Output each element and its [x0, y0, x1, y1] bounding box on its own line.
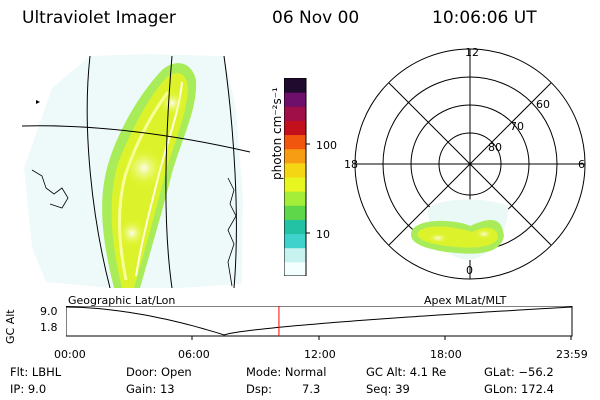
colorbar-band [284, 148, 306, 164]
lat-label-70: 70 [510, 120, 524, 133]
colorbar-unit-label: photon cm⁻²s⁻¹ [270, 87, 284, 180]
status-glon: GLon: 172.4 [484, 382, 554, 396]
colorbar-band [284, 219, 306, 235]
status-dsp-label: Dsp: [246, 382, 273, 396]
status-mode: Mode: Normal [246, 365, 327, 379]
colorbar-band [284, 205, 306, 220]
date-label: 06 Nov 00 [272, 8, 360, 28]
mlt-label-6: 6 [578, 158, 585, 171]
mlt-label-12: 12 [465, 46, 479, 59]
alt-plot-ylabel: GC Alt [4, 309, 17, 344]
alt-xtick-2359: 23:59 [556, 348, 588, 361]
polar-panel-label: Apex MLat/MLT [424, 294, 507, 307]
colorbar-band [284, 106, 306, 121]
alt-xtick-1200: 12:00 [304, 348, 336, 361]
time-label: 10:06:06 UT [432, 8, 537, 28]
status-dsp-value: 7.3 [302, 382, 321, 396]
status-seq: Seq: 39 [366, 382, 410, 396]
polar-aurora-oval [410, 199, 509, 260]
colorbar-band [284, 78, 306, 93]
lat-label-80: 80 [488, 141, 502, 154]
status-gc-alt: GC Alt: 4.1 Re [366, 365, 447, 379]
polar-plot [354, 48, 586, 280]
geographic-image-panel [22, 54, 251, 289]
alt-xtick-0600: 06:00 [178, 348, 210, 361]
mlt-label-18: 18 [344, 158, 358, 171]
colorbar-tick-10: 10 [316, 228, 330, 241]
status-glat: GLat: −56.2 [484, 365, 554, 379]
alt-ytick-1.8: 1.8 [40, 321, 58, 334]
colorbar-band [284, 120, 306, 136]
colorbar-band [284, 162, 306, 178]
altitude-plot [66, 306, 573, 340]
status-door: Door: Open [126, 365, 192, 379]
colorbar [284, 78, 310, 276]
alt-xtick-0000: 00:00 [54, 348, 86, 361]
instrument-title: Ultraviolet Imager [22, 8, 176, 28]
colorbar-band [284, 261, 306, 276]
colorbar-band [284, 247, 306, 263]
lat-label-60: 60 [536, 98, 550, 111]
alt-ytick-9: 9.0 [40, 305, 58, 318]
colorbar-band [284, 177, 306, 192]
geo-panel-label: Geographic Lat/Lon [68, 294, 176, 307]
status-ip: IP: 9.0 [10, 382, 47, 396]
mlt-label-0: 0 [466, 264, 473, 277]
colorbar-band [284, 92, 306, 107]
aurora-image [24, 54, 243, 288]
status-filter: Flt: LBHL [10, 365, 62, 379]
colorbar-band [284, 233, 306, 249]
alt-xtick-1800: 18:00 [430, 348, 462, 361]
colorbar-band [284, 191, 306, 206]
status-gain: Gain: 13 [126, 382, 175, 396]
altitude-curve [66, 306, 573, 336]
colorbar-band [284, 134, 306, 150]
colorbar-tick-100: 100 [316, 139, 337, 152]
